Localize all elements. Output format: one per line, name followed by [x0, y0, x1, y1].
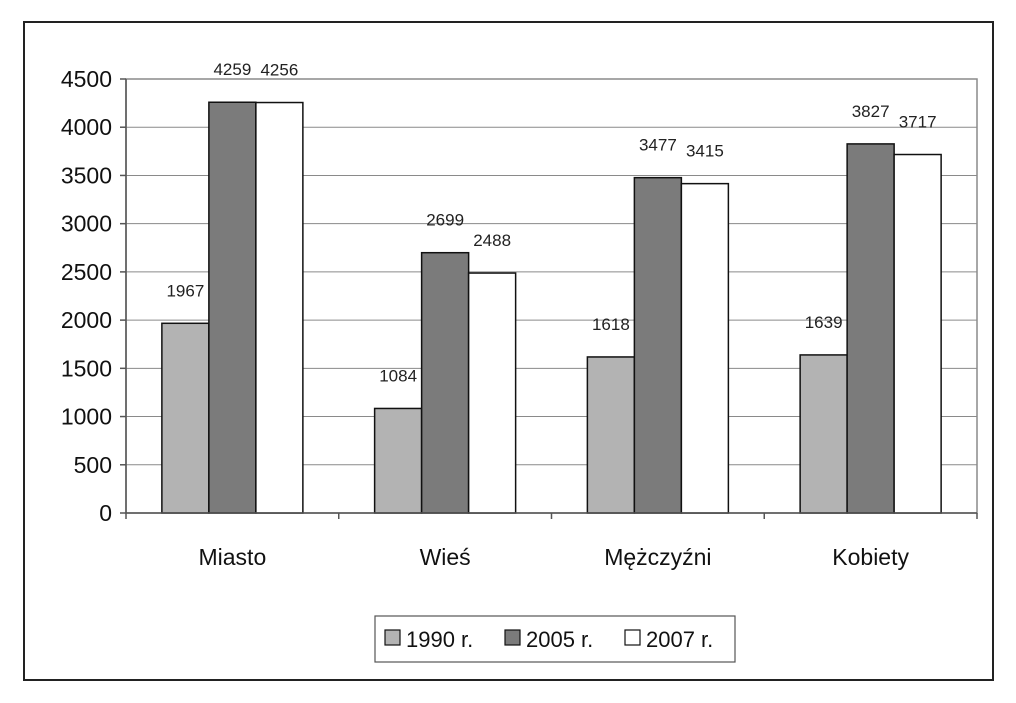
y-tick-label: 2000: [61, 307, 112, 333]
legend-label-2007-r: 2007 r.: [646, 627, 713, 652]
bar-mezczyzni-2005-r: [633, 176, 683, 514]
x-tick-label-mezczyzni: Mężczyźni: [604, 544, 711, 570]
data-label-miasto-2005-r: 4259: [213, 60, 251, 79]
legend-swatch-2005-r: [504, 629, 521, 646]
y-tick-label: 0: [99, 500, 112, 526]
bar-kobiety-2007-r: [893, 153, 942, 514]
y-tick-label: 4500: [61, 66, 112, 92]
y-tick-label: 4000: [61, 114, 112, 140]
bar-miasto-2005-r: [208, 101, 257, 514]
y-tick-label: 1000: [61, 404, 112, 430]
bar-kobiety-2005-r: [846, 143, 895, 514]
bar-wies-1990-r: [373, 407, 423, 514]
data-label-mezczyzni-1990-r: 1618: [592, 315, 630, 334]
bar-miasto-2007-r: [255, 101, 304, 514]
data-label-mezczyzni-2007-r: 3415: [686, 142, 724, 161]
bar-mezczyzni-1990-r: [586, 356, 636, 514]
x-tick-label-miasto: Miasto: [199, 544, 267, 570]
legend-label-2005-r: 2005 r.: [526, 627, 593, 652]
x-tick-label-wies: Wieś: [420, 544, 471, 570]
data-label-wies-2007-r: 2488: [473, 231, 511, 250]
bar-wies-2005-r: [420, 251, 470, 514]
y-tick-label: 3000: [61, 211, 112, 237]
data-label-kobiety-2005-r: 3827: [852, 102, 890, 121]
data-label-miasto-1990-r: 1967: [166, 281, 204, 300]
data-label-kobiety-2007-r: 3717: [899, 113, 937, 132]
y-tick-label: 2500: [61, 259, 112, 285]
y-tick-label: 1500: [61, 355, 112, 381]
data-label-mezczyzni-2005-r: 3477: [639, 136, 677, 155]
data-label-wies-1990-r: 1084: [379, 366, 417, 385]
bar-mezczyzni-2007-r: [680, 182, 730, 514]
x-tick-label-kobiety: Kobiety: [832, 544, 909, 570]
y-tick-label: 500: [74, 452, 112, 478]
data-label-wies-2005-r: 2699: [426, 211, 464, 230]
data-label-miasto-2007-r: 4256: [260, 61, 298, 80]
data-label-kobiety-1990-r: 1639: [805, 313, 843, 332]
legend-label-1990-r: 1990 r.: [406, 627, 473, 652]
legend: 1990 r. 2005 r. 2007 r.: [374, 615, 736, 663]
y-tick-label: 3500: [61, 162, 112, 188]
bar-kobiety-1990-r: [799, 354, 848, 514]
bar-wies-2007-r: [467, 272, 517, 514]
legend-swatch-1990-r: [384, 629, 401, 646]
bar-miasto-1990-r: [161, 322, 210, 514]
legend-box: [374, 615, 736, 663]
legend-swatch-2007-r: [624, 629, 641, 646]
